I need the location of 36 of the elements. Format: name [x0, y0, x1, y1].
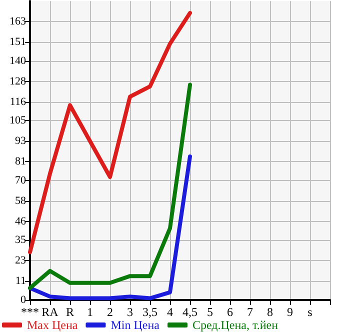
- x-tick-label: 2: [107, 305, 113, 319]
- line-series: [28, 10, 192, 254]
- x-tick-label: R: [66, 305, 74, 319]
- x-tick-label: 6: [227, 305, 233, 319]
- line-series: [28, 82, 192, 290]
- x-tick-label: 7: [247, 305, 253, 319]
- y-tick-label: 151: [10, 36, 26, 48]
- legend-label: Max Цена: [27, 318, 78, 332]
- y-tick-label: 163: [10, 16, 26, 28]
- y-tick-label: 70: [15, 174, 26, 186]
- x-tick-label: 5: [207, 305, 213, 319]
- y-tick-label: 128: [10, 75, 26, 88]
- line-series: [28, 154, 192, 300]
- y-tick-label: 81: [15, 156, 26, 168]
- y-tick-label: 58: [15, 194, 26, 207]
- x-tick-label: s: [308, 305, 313, 319]
- x-tick-label: 8: [267, 305, 273, 319]
- y-tick-label: 0: [20, 294, 26, 306]
- x-tick-label: 3,5: [142, 305, 158, 319]
- y-tick-label: 23: [15, 254, 26, 267]
- y-tick-label: 35: [15, 234, 26, 246]
- y-tick-label: 11: [15, 275, 26, 288]
- y-tick-label: 116: [10, 96, 26, 108]
- x-tick-label: 1: [87, 305, 93, 319]
- y-tick-label: 93: [15, 135, 26, 148]
- x-tick-label: 3: [127, 305, 133, 319]
- x-tick-label: RA: [42, 305, 59, 319]
- x-tick-label: 4,5: [182, 305, 198, 319]
- x-tick-label: 9: [287, 305, 293, 319]
- y-tick-label: 105: [10, 114, 26, 127]
- x-tick-label: 4: [167, 305, 173, 319]
- x-tick-label: ***: [21, 305, 39, 319]
- y-tick-label: 46: [15, 215, 26, 228]
- legend-label: Min Цена: [110, 318, 160, 332]
- legend-label: Сред.Цена, т.йен: [192, 318, 279, 332]
- y-tick-label: 140: [10, 54, 26, 67]
